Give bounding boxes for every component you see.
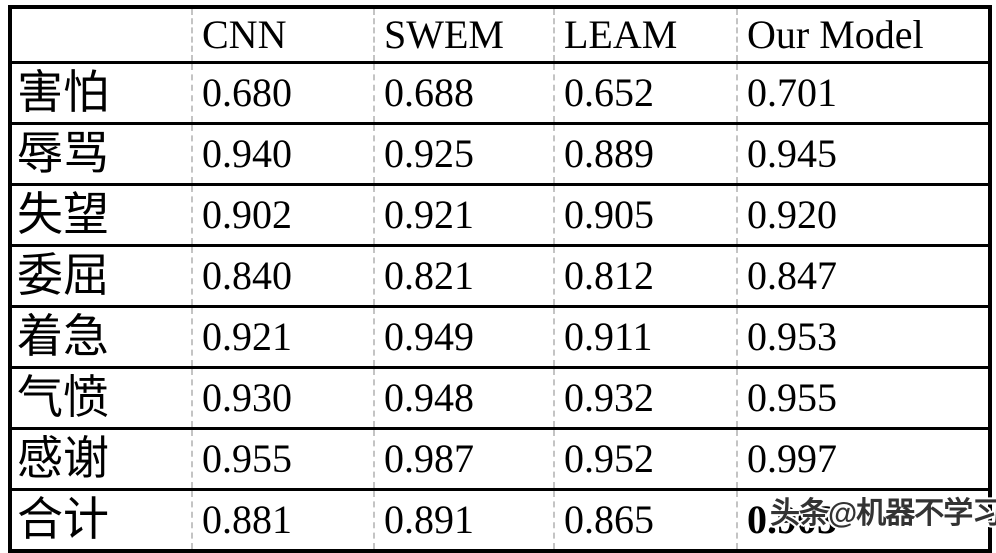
row-label: 辱骂: [10, 122, 192, 185]
cell-value: 0.688: [373, 61, 554, 124]
cell-value: 0.997: [736, 427, 990, 490]
watermark-toutiao: 头条@机器不学习: [770, 497, 996, 530]
cell-value: 0.920: [736, 183, 990, 246]
header-empty-cell: [10, 7, 192, 63]
cell-value: 0.881: [191, 488, 374, 551]
cell-value: 0.949: [373, 305, 554, 368]
header-cnn: CNN: [191, 7, 374, 63]
cell-value: 0.911: [553, 305, 737, 368]
cell-value: 0.865: [553, 488, 737, 551]
results-table: CNN SWEM LEAM Our Model 害怕 0.680 0.688 0…: [8, 5, 992, 553]
cell-value: 0.921: [191, 305, 374, 368]
cell-value: 0.680: [191, 61, 374, 124]
cell-value: 0.889: [553, 122, 737, 185]
cell-value: 0.930: [191, 366, 374, 429]
table-row-total: 合计 0.881 0.891 0.865 0.903: [10, 488, 990, 551]
cell-value: 0.948: [373, 366, 554, 429]
header-leam: LEAM: [553, 7, 737, 63]
table-row-haipa: 害怕 0.680 0.688 0.652 0.701: [10, 61, 990, 124]
cell-value: 0.821: [373, 244, 554, 307]
cell-value: 0.987: [373, 427, 554, 490]
cell-value: 0.652: [553, 61, 737, 124]
row-label: 合计: [10, 488, 192, 551]
header-our-model: Our Model: [736, 7, 990, 63]
header-row: CNN SWEM LEAM Our Model: [10, 7, 990, 63]
header-swem: SWEM: [373, 7, 554, 63]
cell-value: 0.952: [553, 427, 737, 490]
table-row-ganxie: 感谢 0.955 0.987 0.952 0.997: [10, 427, 990, 490]
cell-value: 0.921: [373, 183, 554, 246]
cell-value: 0.701: [736, 61, 990, 124]
cell-value: 0.847: [736, 244, 990, 307]
table-row-weiqu: 委屈 0.840 0.821 0.812 0.847: [10, 244, 990, 307]
cell-value: 0.902: [191, 183, 374, 246]
table-row-ruma: 辱骂 0.940 0.925 0.889 0.945: [10, 122, 990, 185]
table-row-shiwang: 失望 0.902 0.921 0.905 0.920: [10, 183, 990, 246]
row-label: 着急: [10, 305, 192, 368]
row-label: 失望: [10, 183, 192, 246]
cell-value: 0.891: [373, 488, 554, 551]
row-label: 害怕: [10, 61, 192, 124]
cell-value: 0.905: [553, 183, 737, 246]
row-label: 感谢: [10, 427, 192, 490]
cell-value: 0.955: [736, 366, 990, 429]
table-row-qifen: 气愤 0.930 0.948 0.932 0.955: [10, 366, 990, 429]
cell-value: 0.932: [553, 366, 737, 429]
cell-value: 0.955: [191, 427, 374, 490]
cell-value-best-total: 0.903: [736, 488, 990, 551]
cell-value: 0.812: [553, 244, 737, 307]
row-label: 委屈: [10, 244, 192, 307]
cell-value: 0.940: [191, 122, 374, 185]
cell-value: 0.840: [191, 244, 374, 307]
cell-value: 0.953: [736, 305, 990, 368]
cell-value: 0.945: [736, 122, 990, 185]
table-row-zhaoji: 着急 0.921 0.949 0.911 0.953: [10, 305, 990, 368]
row-label: 气愤: [10, 366, 192, 429]
cell-value: 0.925: [373, 122, 554, 185]
